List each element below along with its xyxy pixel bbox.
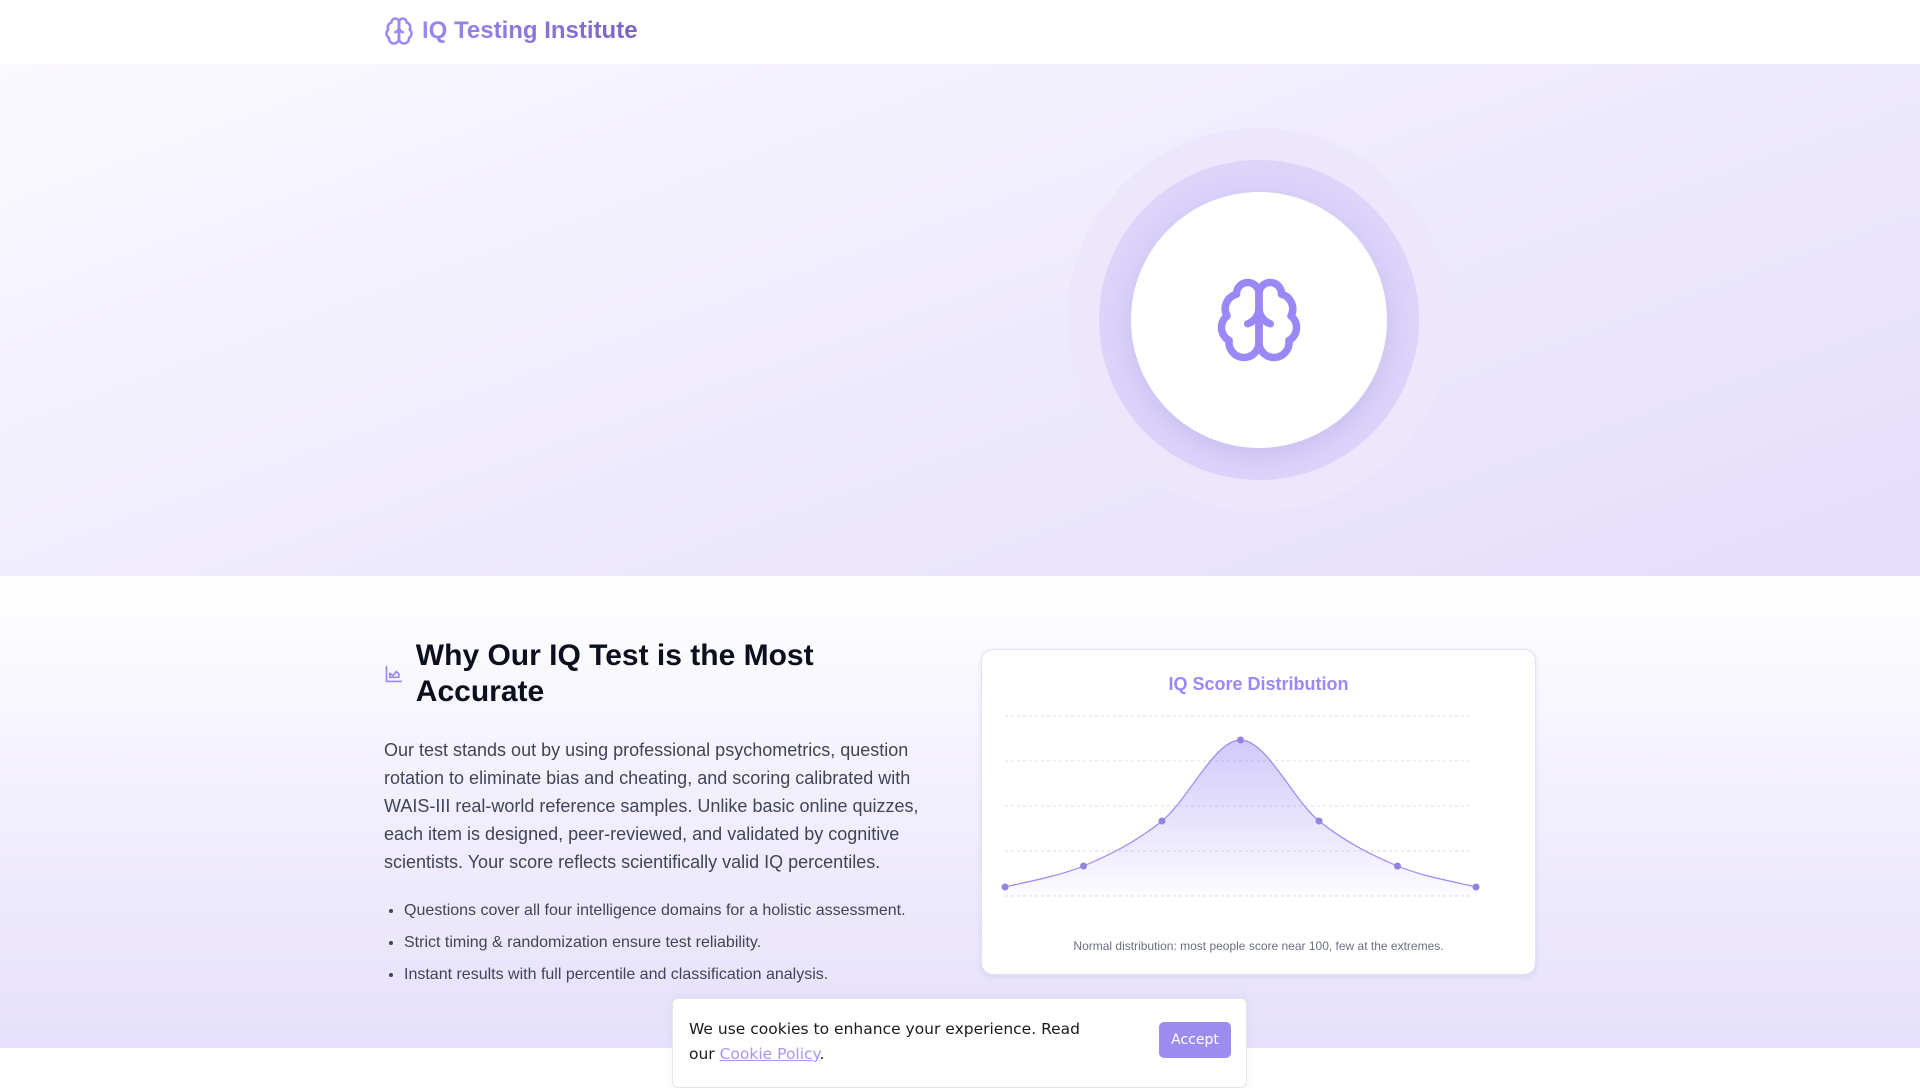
hero-section <box>0 64 1920 576</box>
cookie-period: . <box>819 1045 825 1063</box>
brain-icon <box>1217 278 1301 362</box>
brand-name: IQ Testing Institute <box>422 17 638 44</box>
why-section <box>0 576 1920 1048</box>
why-bullets: Questions cover all four intelligence do… <box>404 895 964 991</box>
accept-button[interactable]: Accept <box>1159 1022 1231 1058</box>
why-paragraph: Our test stands out by using professiona… <box>384 740 919 872</box>
cookie-banner: We use cookies to enhance your experienc… <box>672 998 1247 1088</box>
distribution-chart <box>1001 715 1480 897</box>
brain-icon <box>385 17 413 45</box>
chart-line-icon <box>385 665 403 683</box>
chart-caption: Normal distribution: most people score n… <box>1073 939 1444 953</box>
distribution-card: IQ Score Distribution Normal distributio… <box>981 649 1536 975</box>
cookie-text: We use cookies to enhance your experienc… <box>689 1020 1081 1063</box>
cookie-message: We use cookies to enhance your experienc… <box>689 1017 1109 1067</box>
brand-logo[interactable]: IQ Testing Institute <box>384 15 638 47</box>
bullet-item: Questions cover all four intelligence do… <box>404 895 964 927</box>
distribution-area <box>1005 740 1476 896</box>
chart-title: IQ Score Distribution <box>1168 674 1349 694</box>
why-title: Why Our IQ Test is the Most Accurate <box>415 639 814 708</box>
why-heading: Why Our IQ Test is the Most Accurate <box>384 638 944 710</box>
cookie-policy-link[interactable]: Cookie Policy <box>719 1045 820 1063</box>
bullet-item: Strict timing & randomization ensure tes… <box>404 927 964 959</box>
data-point <box>1158 817 1166 825</box>
data-point <box>1001 883 1009 891</box>
hero-circle <box>1131 192 1387 448</box>
bullet-item: Instant results with full percentile and… <box>404 959 964 991</box>
data-point <box>1237 736 1244 744</box>
data-point <box>1472 883 1480 891</box>
data-point <box>1080 862 1087 870</box>
data-point <box>1315 817 1323 825</box>
header: IQ Testing Institute <box>0 0 1920 64</box>
data-point <box>1394 862 1401 870</box>
